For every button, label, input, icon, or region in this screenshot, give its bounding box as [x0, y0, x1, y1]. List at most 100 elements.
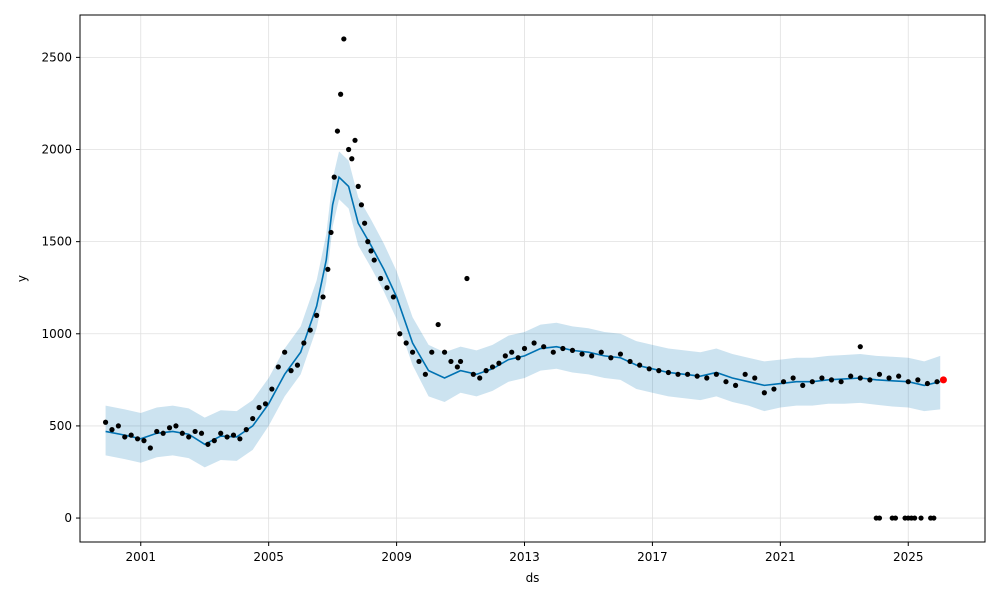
- observed-point: [579, 351, 585, 357]
- observed-point: [483, 368, 489, 374]
- x-axis-label: ds: [526, 571, 540, 585]
- observed-point: [198, 430, 205, 436]
- observed-point: [477, 375, 483, 381]
- observed-point: [325, 266, 331, 272]
- observed-point: [368, 248, 374, 254]
- observed-point: [637, 362, 643, 368]
- observed-point: [346, 146, 352, 153]
- observed-point: [761, 390, 767, 396]
- observed-point: [665, 369, 672, 376]
- observed-point: [867, 377, 873, 383]
- y-tick-label: 0: [64, 511, 72, 525]
- observed-point: [790, 375, 796, 381]
- observed-point: [186, 434, 192, 440]
- y-tick-label: 1000: [41, 327, 72, 341]
- observed-point: [205, 441, 211, 447]
- observed-point: [541, 344, 547, 350]
- observed-point: [896, 373, 902, 379]
- observed-point: [848, 373, 854, 379]
- y-tick-label: 1500: [41, 235, 72, 249]
- x-tick-label: 2005: [253, 550, 284, 564]
- observed-point: [550, 349, 556, 355]
- observed-point: [173, 423, 179, 429]
- observed-point: [102, 419, 109, 425]
- observed-point: [857, 344, 863, 350]
- observed-point: [371, 257, 377, 263]
- observed-point: [454, 364, 460, 370]
- x-tick-label: 2017: [637, 550, 668, 564]
- observed-point: [752, 375, 758, 381]
- x-tick-label: 2013: [509, 550, 540, 564]
- observed-point: [115, 423, 121, 429]
- observed-point: [704, 375, 710, 381]
- observed-point: [934, 379, 940, 385]
- observed-point: [723, 379, 729, 385]
- ticks-layer: 2001 2005 2009 2013 2017 2021 2025 0 500 1000 1500…: [41, 50, 923, 564]
- observed-point: [876, 371, 883, 377]
- observed-point: [282, 349, 288, 355]
- observed-point: [838, 379, 844, 385]
- observed-point: [515, 355, 521, 361]
- observed-point: [294, 362, 301, 368]
- observed-point: [224, 434, 230, 440]
- observed-point: [397, 331, 403, 337]
- observed-point: [147, 445, 153, 451]
- observed-point: [269, 386, 275, 392]
- observed-point: [211, 438, 217, 444]
- observed-point: [128, 432, 134, 438]
- observed-point: [154, 428, 160, 435]
- observed-point: [160, 430, 166, 436]
- observed-point: [742, 371, 748, 377]
- observed-point: [378, 275, 384, 282]
- observed-point: [656, 368, 662, 374]
- observed-point: [429, 349, 435, 355]
- observed-point: [780, 379, 787, 385]
- observed-point: [218, 430, 224, 436]
- observed-point: [502, 353, 508, 359]
- observed-point: [334, 128, 341, 134]
- observed-point: [531, 340, 537, 346]
- observed-point: [352, 137, 358, 143]
- observed-point: [349, 156, 355, 162]
- observed-point: [331, 174, 337, 180]
- observed-point: [924, 380, 931, 387]
- observed-point: [192, 428, 198, 435]
- observed-point: [256, 404, 262, 411]
- observed-point: [416, 358, 422, 365]
- highlight-point: [939, 376, 947, 384]
- observed-point: [314, 312, 320, 318]
- y-axis-label: y: [15, 275, 29, 282]
- uncertainty-band: [105, 151, 941, 468]
- observed-point: [384, 285, 390, 291]
- observed-point: [109, 427, 115, 433]
- observed-point: [141, 438, 147, 444]
- observed-point: [365, 239, 371, 245]
- x-tick-label: 2001: [125, 550, 156, 564]
- observed-point: [857, 375, 863, 381]
- observed-point: [905, 379, 911, 385]
- observed-point: [464, 275, 470, 282]
- observed-point: [243, 427, 249, 433]
- observed-point: [403, 340, 409, 346]
- x-tick-label: 2025: [893, 550, 924, 564]
- observed-point: [338, 91, 344, 97]
- observed-point: [800, 382, 806, 388]
- observed-point: [441, 349, 448, 355]
- observed-point: [250, 415, 256, 422]
- observed-point: [608, 355, 614, 361]
- observed-point: [809, 379, 815, 385]
- observed-point: [569, 347, 576, 353]
- observed-point: [435, 321, 441, 328]
- uncertainty-band-layer: [105, 151, 941, 468]
- x-tick-label: 2009: [381, 550, 412, 564]
- observed-point: [457, 358, 464, 365]
- observed-point: [819, 375, 825, 381]
- observed-point: [771, 386, 777, 392]
- observed-point: [560, 345, 566, 352]
- observed-point: [179, 430, 185, 436]
- observed-point: [496, 360, 502, 366]
- observed-point: [521, 345, 528, 352]
- observed-point: [237, 436, 243, 442]
- observed-point: [675, 371, 681, 377]
- observed-point: [828, 377, 835, 383]
